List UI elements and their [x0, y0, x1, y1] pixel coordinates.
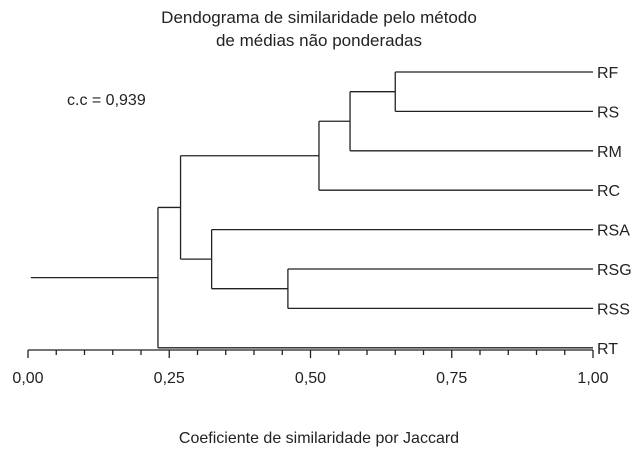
leaf-label-rf: RF — [597, 65, 619, 82]
leaf-label-rs: RS — [597, 104, 619, 121]
leaf-label-rc: RC — [597, 183, 620, 200]
leaf-label-rm: RM — [597, 144, 622, 161]
leaf-label-rss: RSS — [597, 301, 630, 318]
cophenetic-correlation-annotation: c.c = 0,939 — [67, 92, 146, 109]
x-tick-label: 0,00 — [12, 370, 43, 387]
x-tick-label: 0,25 — [154, 370, 185, 387]
chart-subtitle: de médias não ponderadas — [215, 31, 423, 50]
leaf-label-rsg: RSG — [597, 262, 632, 279]
x-tick-label: 0,50 — [295, 370, 326, 387]
x-tick-label: 1,00 — [577, 370, 608, 387]
leaf-label-rsa: RSA — [597, 223, 630, 240]
x-axis-label: Coeficiente de similaridade por Jaccard — [178, 430, 460, 447]
x-tick-label: 0,75 — [436, 370, 467, 387]
leaf-label-rt: RT — [597, 341, 618, 358]
chart-title: Dendograma de similaridade pelo método — [161, 8, 477, 27]
